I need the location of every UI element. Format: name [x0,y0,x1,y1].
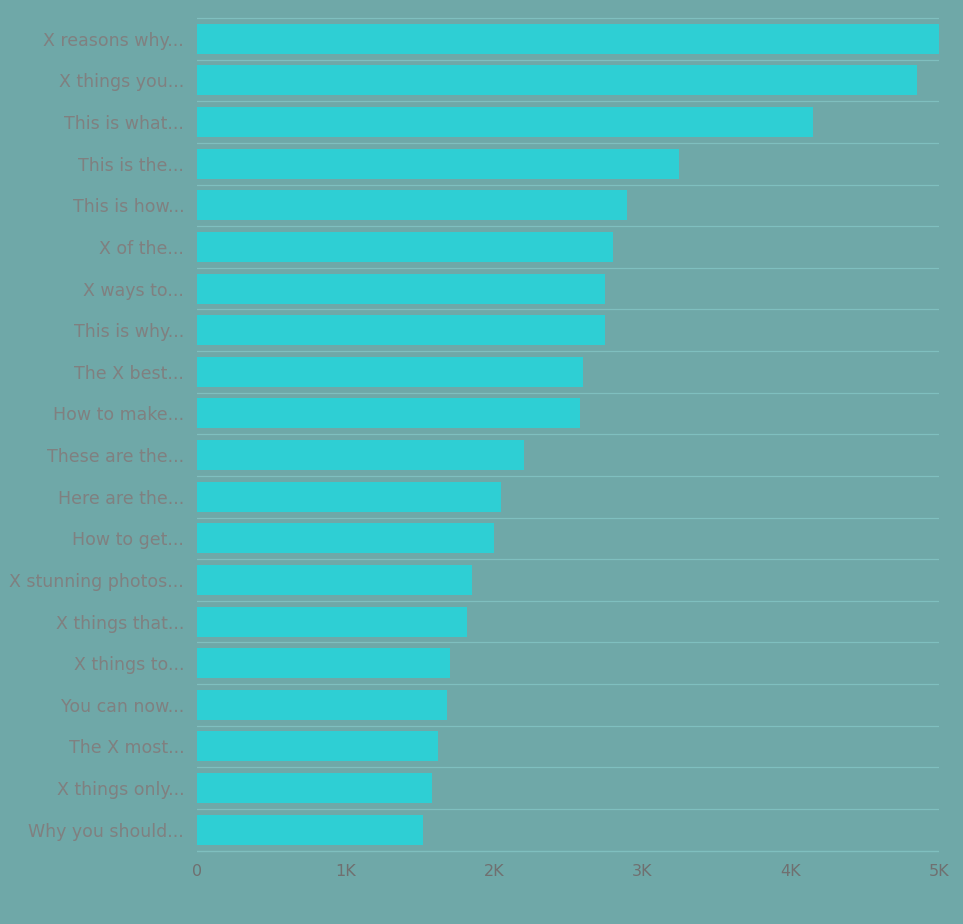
Bar [197,732,437,761]
Bar [197,398,580,429]
Bar [197,481,502,512]
Bar [197,274,605,304]
Bar [197,149,680,178]
Bar [197,357,583,387]
Bar [197,232,612,261]
Bar [197,107,813,137]
Bar [197,24,939,54]
Bar [197,440,524,470]
Bar [197,815,423,845]
Bar [197,649,450,678]
Bar [197,523,494,553]
Bar [197,66,917,95]
Bar [197,315,605,346]
Bar [197,565,472,595]
Bar [197,190,628,220]
Bar [197,773,431,803]
Bar [197,690,447,720]
Bar [197,607,467,637]
